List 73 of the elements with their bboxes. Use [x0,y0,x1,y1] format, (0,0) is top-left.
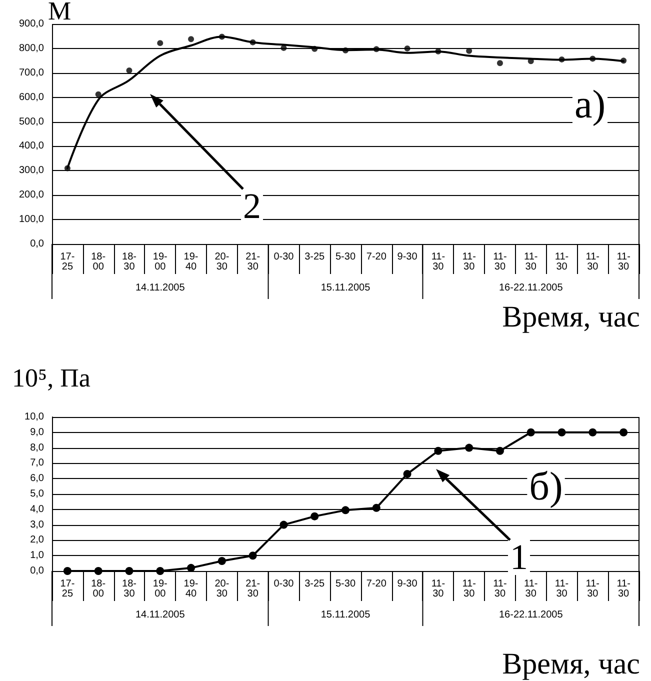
y-tick-label: 8,0 [30,442,44,454]
x-tick-label: 17-25 [60,252,75,272]
y-tick-label: 0,0 [30,566,44,576]
y-tick-label: 500,0 [18,116,44,128]
x-tick-label: 5-30 [335,252,356,262]
x-tick-label: 20-30 [214,578,230,600]
text: 15.11.2005 [320,282,371,294]
x-tick-label: 19-00 [152,252,168,272]
y-tick-label: 4,0 [30,504,44,515]
y-tick-label: 6,0 [30,473,44,484]
x-tick-label: 17-25 [60,578,75,600]
x-axis-title: Время, час [502,648,640,680]
x-tick-label: 3-25 [304,252,326,262]
x-tick-label: 11-30 [431,252,446,272]
x-tick-label: 3-25 [304,578,326,590]
x-tick-label: 19-40 [184,578,198,600]
x-tick-label: 11-30 [493,252,507,272]
x-tick-label: 0-30 [274,578,294,590]
y-tick-label: 2,0 [30,534,44,546]
x-tick-label: 11-30 [616,578,630,600]
x-tick-label: 7-20 [366,252,387,262]
y-tick-label: 900,0 [18,18,44,30]
text: 15.11.2005 [320,610,371,620]
y-tick-label: 200,0 [18,190,44,201]
y-tick-label: 7,0 [30,458,44,469]
annotation: 1 [510,537,528,577]
x-tick-label: 11-30 [586,578,600,600]
x-tick-label: 11-30 [554,252,569,272]
text: 16-22.11.2005 [498,282,564,294]
x-tick-label: 19-40 [184,252,198,272]
x-tick-label: 11-30 [462,252,476,272]
x-tick-label: 18-30 [122,252,136,272]
y-tick-label: 400,0 [18,140,44,152]
x-tick-label: 21-30 [246,252,260,272]
y-tick-label: 5,0 [30,488,44,500]
y-tick-label: 0,0 [30,238,44,250]
annotation: б) [529,464,563,508]
y-tick-label: 1,0 [30,550,44,562]
y-tick-label: 600,0 [18,92,44,103]
x-tick-label: 11-30 [616,252,630,272]
x-tick-label: 9-30 [397,252,418,262]
x-tick-label: 0-30 [274,252,294,262]
x-tick-label: 11-30 [586,252,600,272]
x-tick-label: 21-30 [246,578,260,600]
x-axis-title: Время, час [502,300,640,334]
y-axis-title: М [48,0,72,26]
annotation: 2 [243,186,261,226]
x-tick-label: 11-30 [462,578,476,600]
y-tick-label: 700,0 [18,67,44,78]
x-tick-label: 11-30 [431,578,446,600]
y-axis-title: 10⁵, Па [12,364,91,392]
x-tick-label: 7-20 [366,578,387,590]
x-tick-label: 9-30 [397,578,418,590]
x-tick-label: 19-00 [152,578,168,600]
y-tick-label: 3,0 [30,519,44,530]
y-tick-label: 100,0 [18,214,44,226]
x-tick-label: 18-00 [91,252,106,272]
x-tick-label: 11-30 [524,252,538,272]
y-tick-label: 10,0 [24,412,44,422]
text: 14.11.2005 [135,610,186,620]
x-tick-label: 11-30 [554,578,569,600]
x-tick-label: 11-30 [524,578,538,600]
x-tick-label: 5-30 [335,578,356,590]
x-tick-label: 18-30 [122,578,136,600]
x-tick-label: 18-00 [91,578,106,600]
annotation: а) [574,82,606,126]
x-tick-label: 20-30 [214,252,230,272]
y-tick-label: 800,0 [18,42,44,54]
text: 14.11.2005 [135,282,186,294]
x-tick-label: 11-30 [493,578,507,600]
y-tick-label: 300,0 [18,165,44,176]
y-tick-label: 9,0 [30,426,44,438]
text: 16-22.11.2005 [498,610,564,620]
